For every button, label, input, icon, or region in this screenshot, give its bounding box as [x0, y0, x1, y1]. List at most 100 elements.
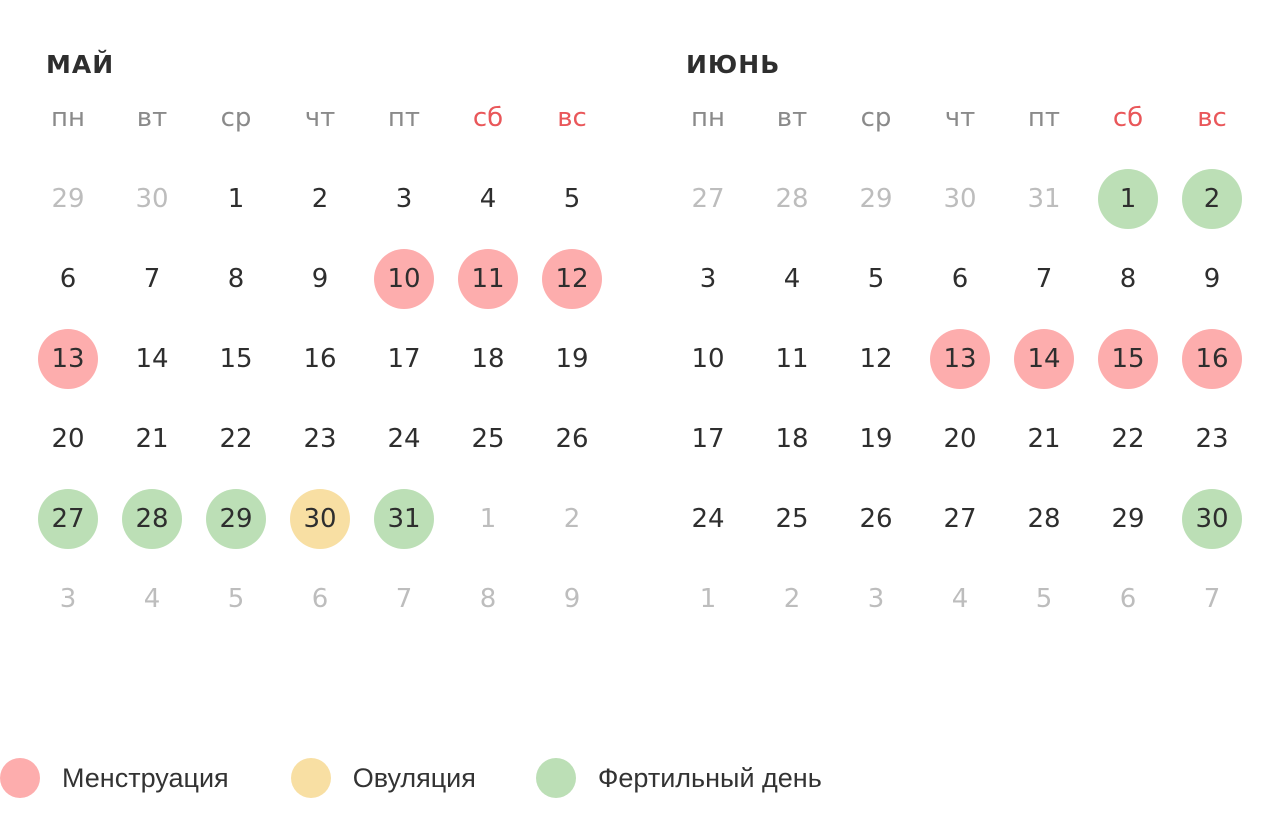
day-number: 2 [311, 184, 329, 214]
weekday-label: вт [776, 103, 808, 133]
day-cell-menstruation[interactable]: 13 [26, 329, 110, 409]
day-cell-other-month[interactable]: 6 [1086, 569, 1170, 649]
day-cell-other-month[interactable]: 3 [26, 569, 110, 649]
day-cell[interactable]: 7 [110, 249, 194, 329]
day-cell[interactable]: 7 [1002, 249, 1086, 329]
day-cell-fertile[interactable]: 29 [194, 489, 278, 569]
day-cell-other-month[interactable]: 8 [446, 569, 530, 649]
day-cell[interactable]: 8 [194, 249, 278, 329]
day-cell[interactable]: 9 [278, 249, 362, 329]
day-cell[interactable]: 5 [530, 169, 614, 249]
day-cell[interactable]: 11 [750, 329, 834, 409]
day-cell-fertile[interactable]: 2 [1170, 169, 1254, 249]
day-cell-other-month[interactable]: 4 [110, 569, 194, 649]
day-cell-other-month[interactable]: 3 [834, 569, 918, 649]
day-cell-other-month[interactable]: 30 [918, 169, 1002, 249]
day-cell[interactable]: 23 [278, 409, 362, 489]
day-cell[interactable]: 22 [1086, 409, 1170, 489]
day-cell[interactable]: 19 [834, 409, 918, 489]
day-cell-ovulation[interactable]: 30 [278, 489, 362, 569]
day-cell[interactable]: 6 [26, 249, 110, 329]
legend-item-menstruation: Менструация [0, 758, 229, 798]
day-cell[interactable]: 25 [750, 489, 834, 569]
day-cell[interactable]: 27 [918, 489, 1002, 569]
day-cell[interactable]: 25 [446, 409, 530, 489]
day-cell-menstruation[interactable]: 15 [1086, 329, 1170, 409]
day-cell[interactable]: 24 [362, 409, 446, 489]
day-cell[interactable]: 18 [750, 409, 834, 489]
day-cell[interactable]: 22 [194, 409, 278, 489]
day-cell-other-month[interactable]: 5 [194, 569, 278, 649]
day-number: 3 [867, 584, 885, 614]
day-cell[interactable]: 29 [1086, 489, 1170, 569]
day-cell-menstruation[interactable]: 14 [1002, 329, 1086, 409]
day-cell[interactable]: 15 [194, 329, 278, 409]
day-cell[interactable]: 17 [666, 409, 750, 489]
day-cell[interactable]: 20 [918, 409, 1002, 489]
day-cell[interactable]: 28 [1002, 489, 1086, 569]
day-cell[interactable]: 14 [110, 329, 194, 409]
day-cell-fertile[interactable]: 1 [1086, 169, 1170, 249]
day-cell-menstruation[interactable]: 12 [530, 249, 614, 329]
day-cell-other-month[interactable]: 31 [1002, 169, 1086, 249]
day-cell-menstruation[interactable]: 11 [446, 249, 530, 329]
day-cell[interactable]: 1 [194, 169, 278, 249]
day-cell[interactable]: 20 [26, 409, 110, 489]
day-cell-fertile[interactable]: 31 [362, 489, 446, 569]
day-cell[interactable]: 24 [666, 489, 750, 569]
day-cell-menstruation[interactable]: 16 [1170, 329, 1254, 409]
day-number: 19 [859, 424, 893, 454]
day-number: 7 [1203, 584, 1221, 614]
day-cell[interactable]: 8 [1086, 249, 1170, 329]
day-cell-other-month[interactable]: 4 [918, 569, 1002, 649]
day-number: 5 [867, 264, 885, 294]
day-number: 4 [479, 184, 497, 214]
day-cell[interactable]: 23 [1170, 409, 1254, 489]
day-cell-other-month[interactable]: 29 [26, 169, 110, 249]
day-cell-other-month[interactable]: 5 [1002, 569, 1086, 649]
day-cell[interactable]: 4 [750, 249, 834, 329]
day-cell[interactable]: 3 [362, 169, 446, 249]
day-cell-other-month[interactable]: 28 [750, 169, 834, 249]
day-cell[interactable]: 10 [666, 329, 750, 409]
day-cell[interactable]: 3 [666, 249, 750, 329]
day-cell-other-month[interactable]: 1 [666, 569, 750, 649]
day-cell-menstruation[interactable]: 10 [362, 249, 446, 329]
weekday-label: сб [472, 103, 504, 133]
day-cell[interactable]: 4 [446, 169, 530, 249]
day-cell[interactable]: 21 [110, 409, 194, 489]
day-cell-other-month[interactable]: 7 [362, 569, 446, 649]
day-cell-fertile[interactable]: 27 [26, 489, 110, 569]
day-cell[interactable]: 21 [1002, 409, 1086, 489]
day-cell[interactable]: 2 [278, 169, 362, 249]
day-cell-fertile[interactable]: 28 [110, 489, 194, 569]
day-cell-other-month[interactable]: 27 [666, 169, 750, 249]
day-cell[interactable]: 18 [446, 329, 530, 409]
day-cell-other-month[interactable]: 1 [446, 489, 530, 569]
day-number: 4 [783, 264, 801, 294]
weekday-label: пн [691, 103, 725, 133]
weekday-label: ср [860, 103, 892, 133]
day-cell[interactable]: 19 [530, 329, 614, 409]
fertile-dot-icon [535, 758, 576, 798]
day-cell-other-month[interactable]: 6 [278, 569, 362, 649]
day-cell-other-month[interactable]: 2 [530, 489, 614, 569]
day-cell[interactable]: 5 [834, 249, 918, 329]
day-cell[interactable]: 26 [530, 409, 614, 489]
month-title: май [46, 50, 115, 79]
day-cell-menstruation[interactable]: 13 [918, 329, 1002, 409]
day-cell[interactable]: 12 [834, 329, 918, 409]
day-cell[interactable]: 17 [362, 329, 446, 409]
day-cell[interactable]: 9 [1170, 249, 1254, 329]
day-number: 17 [387, 344, 421, 374]
day-cell-other-month[interactable]: 9 [530, 569, 614, 649]
day-cell-other-month[interactable]: 29 [834, 169, 918, 249]
day-cell-fertile[interactable]: 30 [1170, 489, 1254, 569]
day-cell-other-month[interactable]: 7 [1170, 569, 1254, 649]
day-cell-other-month[interactable]: 30 [110, 169, 194, 249]
day-number: 13 [930, 329, 990, 389]
day-cell[interactable]: 26 [834, 489, 918, 569]
day-cell[interactable]: 16 [278, 329, 362, 409]
day-cell-other-month[interactable]: 2 [750, 569, 834, 649]
day-cell[interactable]: 6 [918, 249, 1002, 329]
